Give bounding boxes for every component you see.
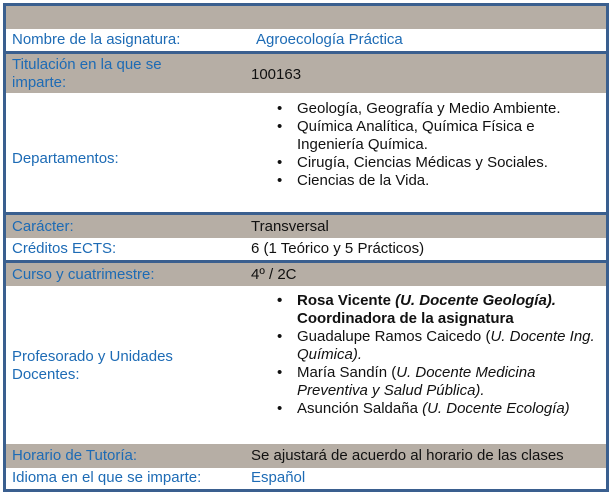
row-profesorado: Profesorado y Unidades Docentes: Rosa Vi… (6, 286, 606, 444)
row-curso: Curso y cuatrimestre: 4º / 2C (6, 263, 606, 286)
teacher-note: Coordinadora de la asignatura (297, 310, 514, 327)
label-curso: Curso y cuatrimestre: (12, 266, 155, 283)
teacher-name: Rosa Vicente (297, 292, 396, 309)
teacher-item: Asunción Saldaña (U. Docente Ecología) (274, 400, 604, 418)
department-item: Geología, Geografía y Medio Ambiente. (274, 100, 574, 118)
value-titulacion: 100163 (251, 66, 302, 83)
teacher-name: Asunción Saldaña (297, 400, 423, 417)
value-curso: 4º / 2C (251, 266, 297, 283)
label-caracter: Carácter: (12, 218, 74, 235)
label-idioma: Idioma en el que se imparte: (12, 469, 202, 486)
divider (6, 260, 606, 263)
departments-list: Geología, Geografía y Medio Ambiente. Qu… (274, 100, 574, 190)
teacher-name: Guadalupe Ramos Caicedo ( (297, 328, 491, 345)
department-item: Ciencias de la Vida. (274, 172, 574, 190)
value-creditos: 6 (1 Teórico y 5 Prácticos) (251, 240, 425, 257)
value-nombre: Agroecología Práctica (256, 31, 403, 48)
row-horario: Horario de Tutoría: Se ajustará de acuer… (6, 444, 606, 468)
row-nombre: Nombre de la asignatura: Agroecología Pr… (6, 29, 606, 51)
teacher-unit: (U. Docente Ecología) (422, 400, 570, 417)
divider (6, 51, 606, 54)
row-departamentos: Departamentos: Geología, Geografía y Med… (6, 93, 606, 212)
divider (6, 212, 606, 215)
row-titulacion: Titulación en la que se imparte: 100163 (6, 54, 606, 93)
value-idioma: Español (251, 469, 306, 486)
teacher-unit: U. Docente Ing. Química). (297, 328, 595, 363)
teacher-item: Guadalupe Ramos Caicedo (U. Docente Ing.… (274, 328, 604, 364)
label-creditos: Créditos ECTS: (12, 240, 117, 257)
value-horario: Se ajustará de acuerdo al horario de las… (251, 447, 564, 464)
teacher-unit: (U. Docente Geología). (395, 292, 556, 309)
teachers-list: Rosa Vicente (U. Docente Geología). Coor… (274, 292, 604, 418)
label-profesorado: Profesorado y Unidades Docentes: (12, 348, 173, 383)
teacher-name: María Sandín ( (297, 364, 397, 381)
header-band (6, 6, 606, 29)
course-info-table: Nombre de la asignatura: Agroecología Pr… (3, 3, 609, 492)
teacher-unit: U. Docente Medicina Preventiva y Salud P… (297, 364, 536, 399)
label-horario: Horario de Tutoría: (12, 447, 138, 464)
department-item: Química Analítica, Química Física e Inge… (274, 118, 574, 154)
row-caracter: Carácter: Transversal (6, 215, 606, 238)
row-idioma: Idioma en el que se imparte: Español (6, 468, 606, 489)
value-caracter: Transversal (251, 218, 329, 235)
department-item: Cirugía, Ciencias Médicas y Sociales. (274, 154, 574, 172)
teacher-item: Rosa Vicente (U. Docente Geología). Coor… (274, 292, 604, 328)
row-creditos: Créditos ECTS: 6 (1 Teórico y 5 Práctico… (6, 238, 606, 260)
label-departamentos: Departamentos: (12, 150, 119, 167)
label-nombre: Nombre de la asignatura: (12, 31, 181, 48)
teacher-item: María Sandín (U. Docente Medicina Preven… (274, 364, 604, 400)
label-titulacion: Titulación en la que se imparte: (12, 56, 162, 91)
